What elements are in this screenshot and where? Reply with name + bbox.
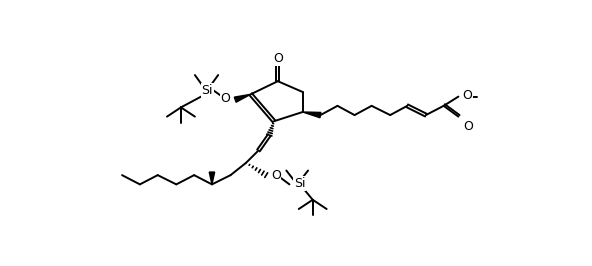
Text: O: O xyxy=(273,52,283,65)
Polygon shape xyxy=(303,112,321,118)
Text: O: O xyxy=(221,92,230,105)
Polygon shape xyxy=(234,94,250,102)
Text: O: O xyxy=(271,169,281,182)
Text: Si: Si xyxy=(201,84,213,97)
Text: O: O xyxy=(463,120,473,133)
Text: O: O xyxy=(462,89,472,102)
Polygon shape xyxy=(209,172,215,184)
Text: Si: Si xyxy=(294,177,305,190)
